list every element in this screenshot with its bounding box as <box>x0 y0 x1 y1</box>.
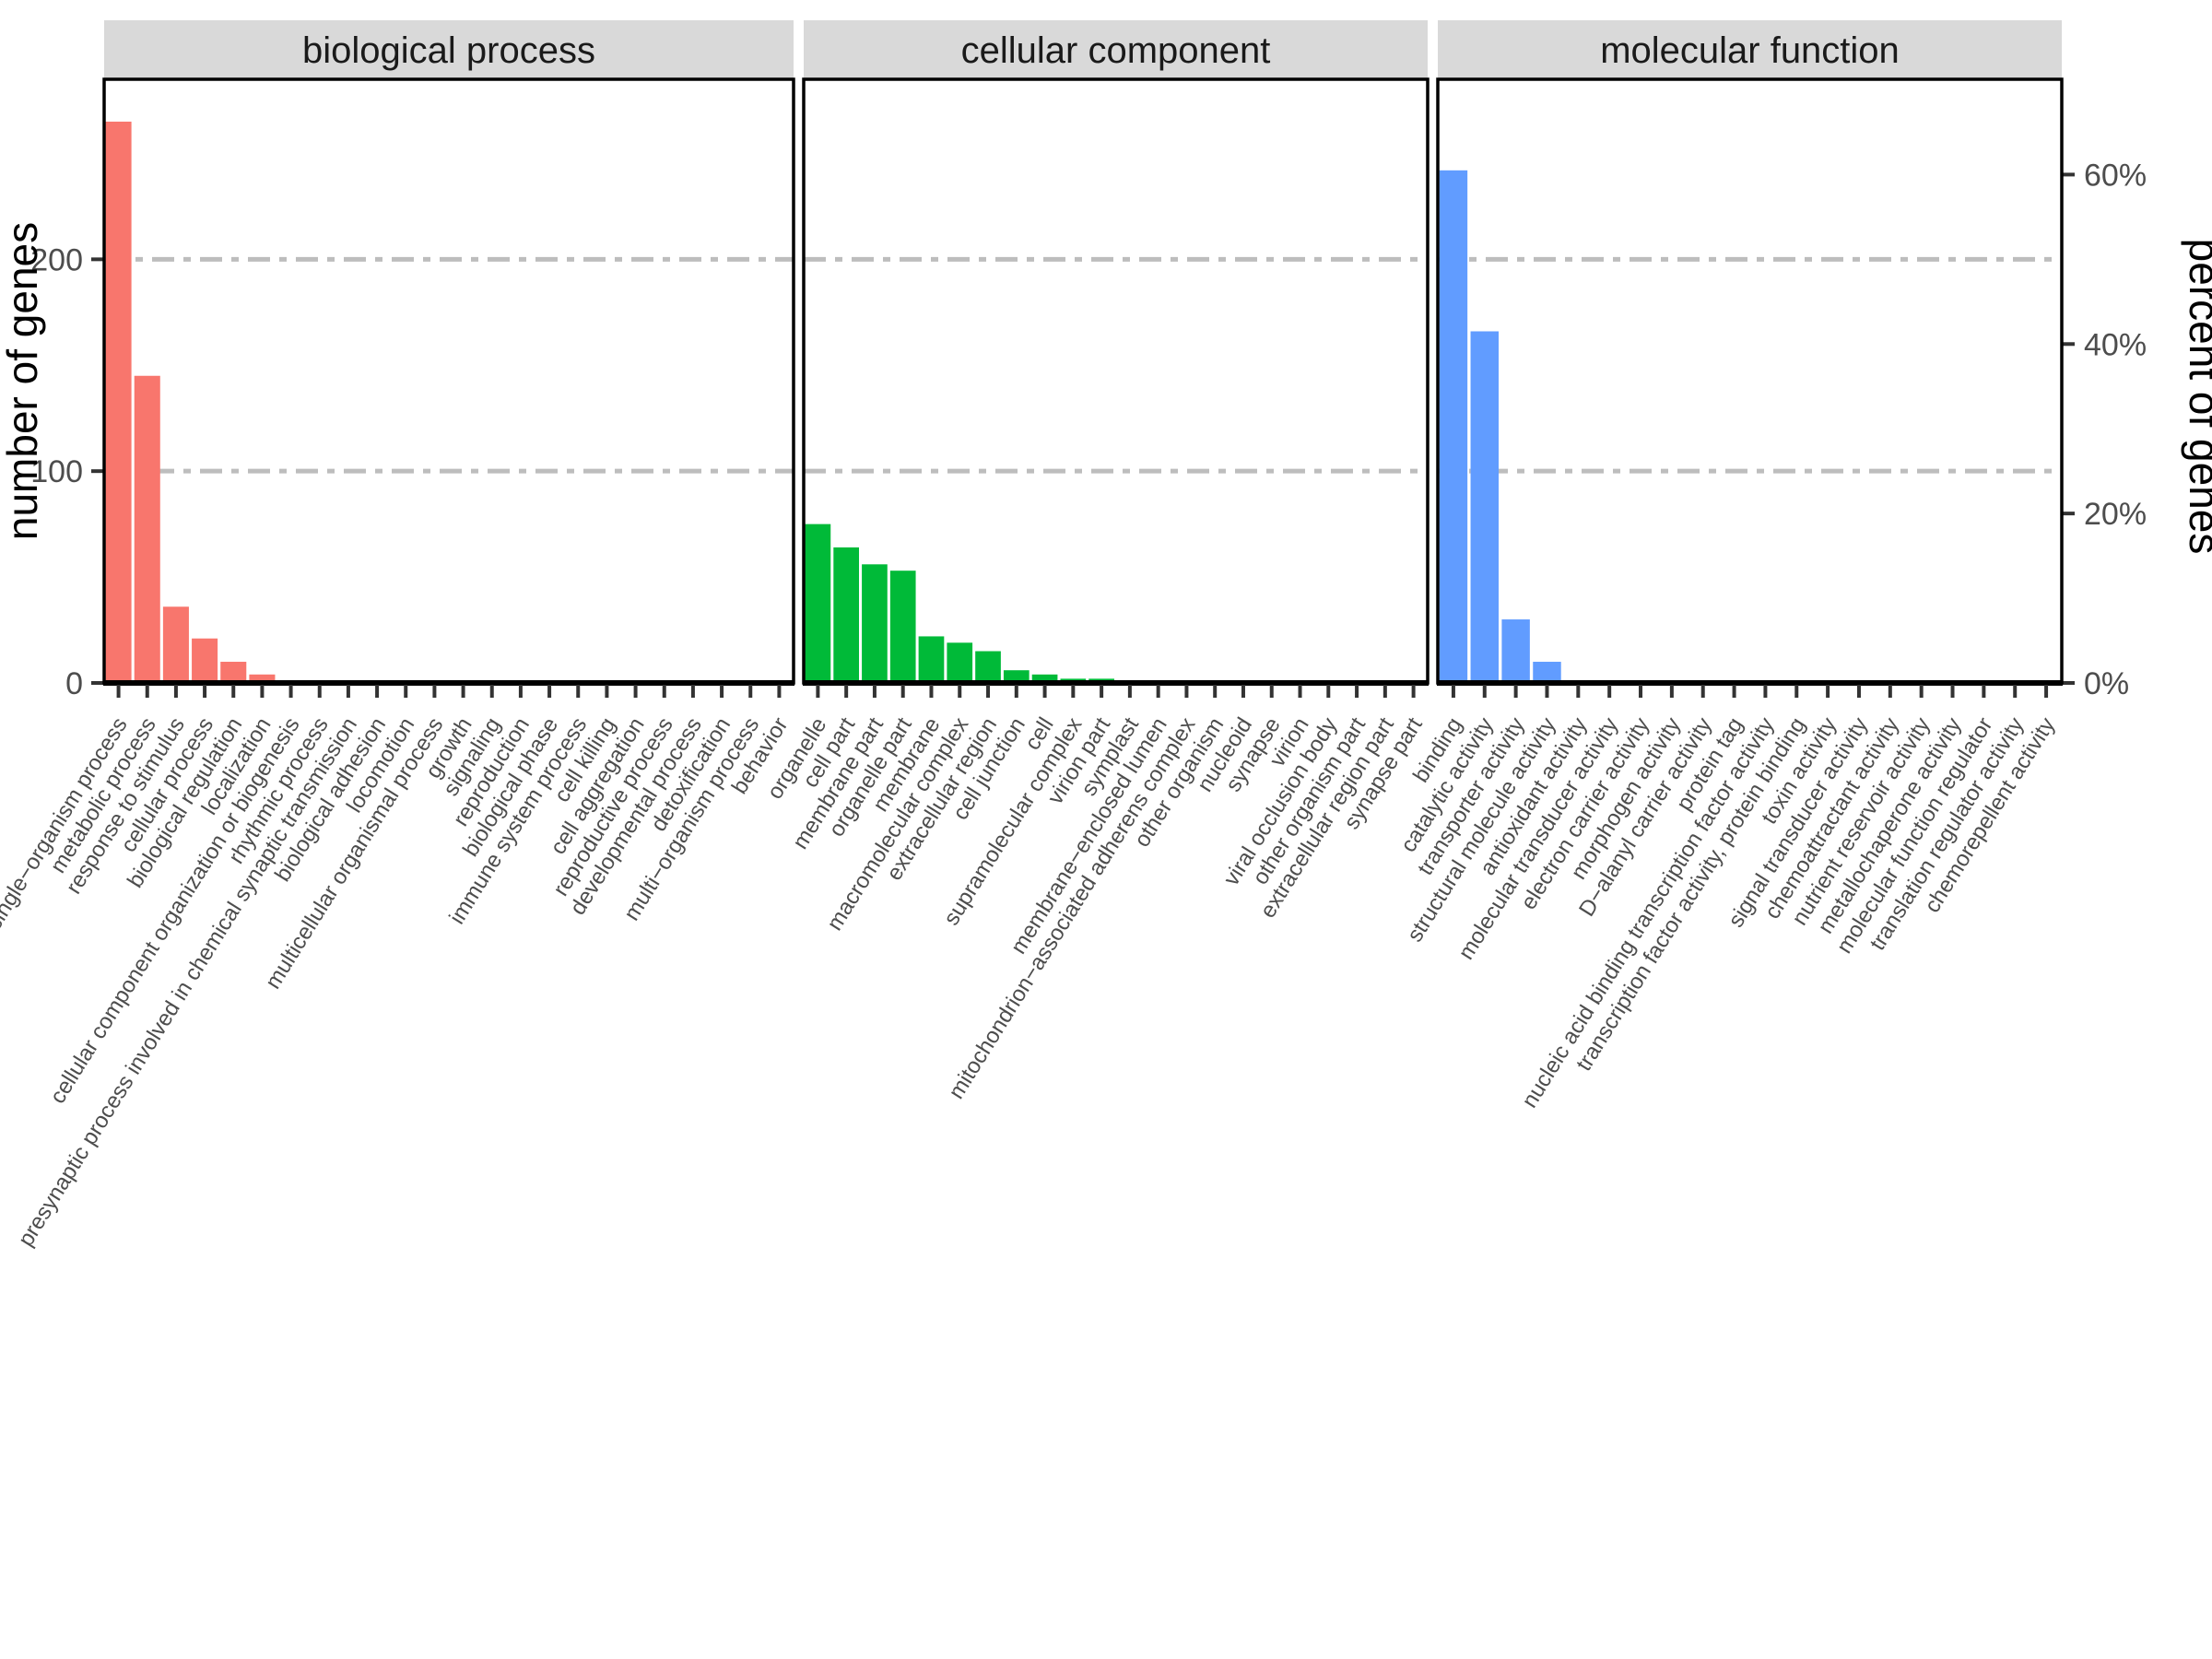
facet-strip <box>804 20 1428 79</box>
facet-strip-title: molecular function <box>1600 30 1900 71</box>
facet-strip-title: biological process <box>302 30 595 71</box>
bar <box>1439 170 1468 683</box>
bar <box>862 564 888 683</box>
bar <box>105 121 132 683</box>
bar <box>1003 670 1030 683</box>
facet-panel <box>104 79 794 683</box>
y-right-tick-label: 0% <box>2084 666 2129 701</box>
y-right-tick-label: 60% <box>2084 158 2147 193</box>
facet-strip-title: cellular component <box>961 30 1271 71</box>
bar <box>134 375 160 683</box>
facet-panel <box>1438 79 2062 683</box>
bar <box>249 674 276 683</box>
bar <box>192 638 218 683</box>
bar <box>1501 619 1530 683</box>
bar <box>805 524 831 683</box>
y-right-tick-label: 40% <box>2084 327 2147 362</box>
bar <box>889 571 916 683</box>
bar <box>947 642 973 683</box>
y-left-tick-label: 100 <box>30 454 83 489</box>
bar <box>220 662 247 683</box>
y-right-axis-title: percent of genes <box>2181 239 2212 555</box>
bar <box>1533 662 1561 683</box>
facet-strip <box>1438 20 2062 79</box>
y-right-tick-label: 20% <box>2084 497 2147 532</box>
bar <box>162 606 189 683</box>
bar <box>918 636 945 683</box>
bar <box>1031 674 1058 683</box>
y-left-tick-label: 0 <box>65 666 83 701</box>
y-left-tick-label: 200 <box>30 242 83 277</box>
bar <box>975 651 1001 683</box>
y-left-axis-title: number of genes <box>0 222 46 540</box>
bar <box>1470 331 1500 683</box>
facet-strip <box>104 20 794 79</box>
bar <box>833 547 860 683</box>
